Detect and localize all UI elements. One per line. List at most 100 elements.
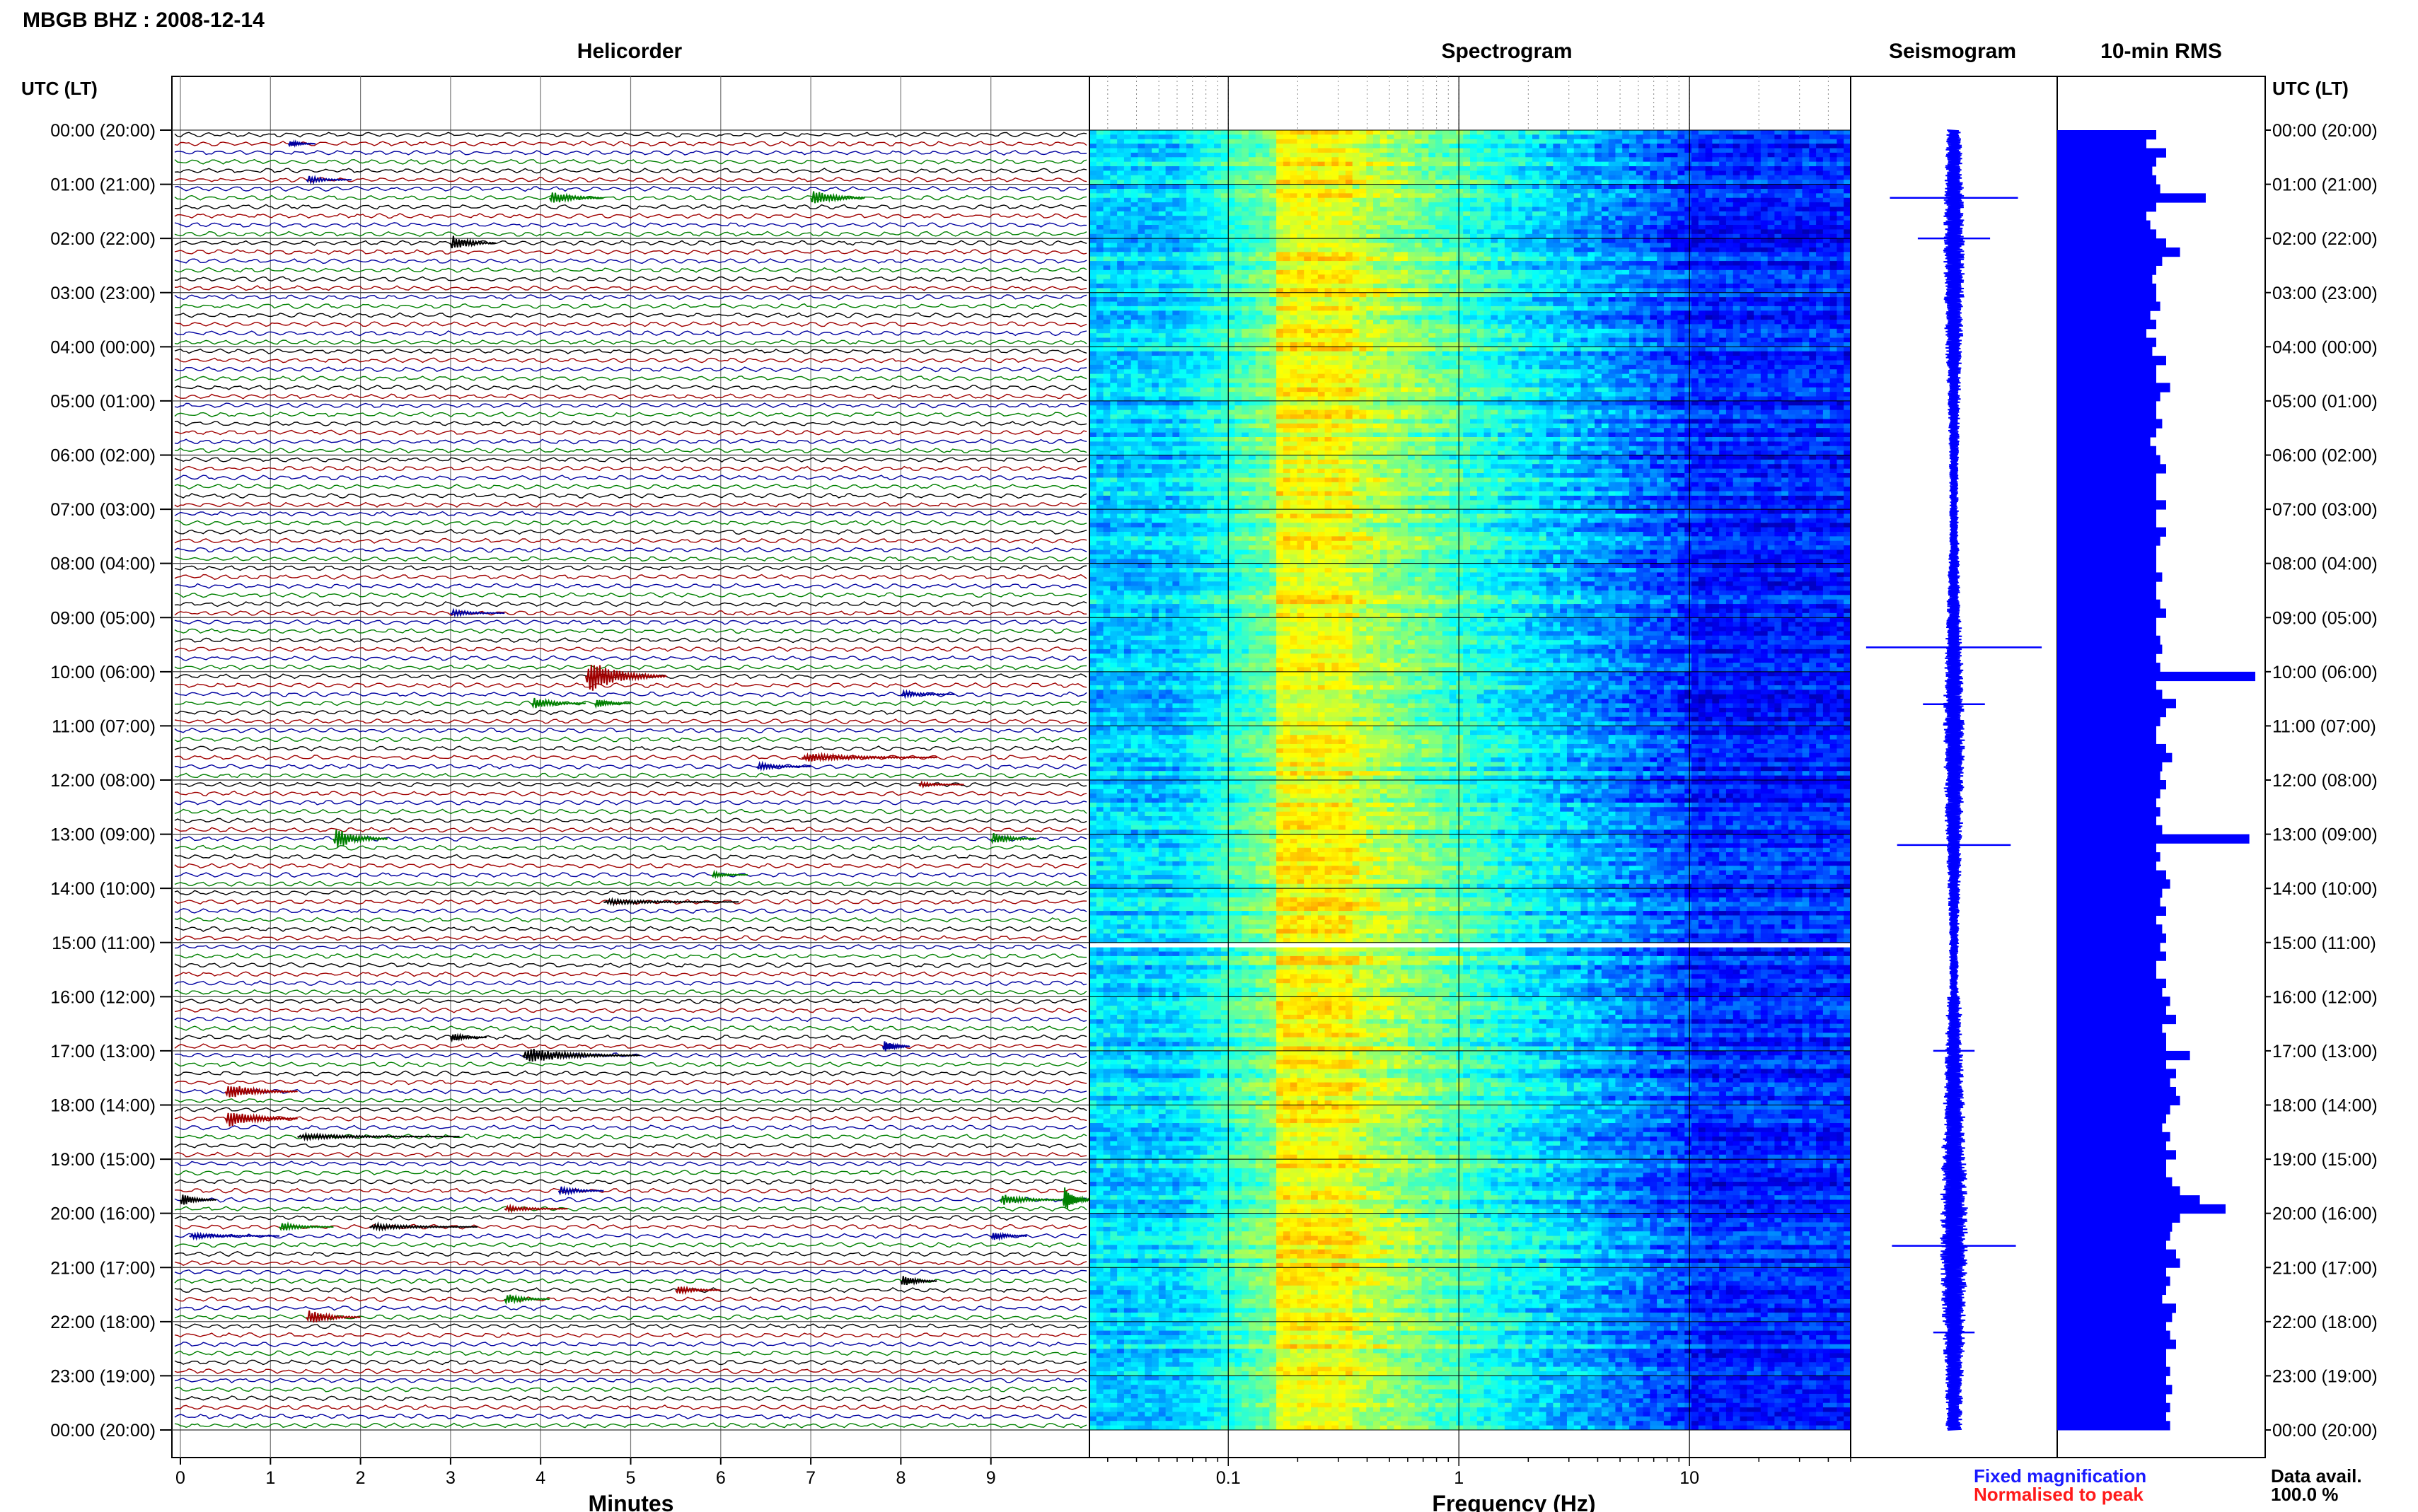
spectrogram-cell [1788, 157, 1795, 162]
spectrogram-cell [1595, 162, 1602, 167]
spectrogram-cell [1768, 144, 1775, 149]
spectrogram-cell [1234, 175, 1242, 180]
spectrogram-cell [1435, 144, 1442, 149]
spectrogram-cell [1138, 149, 1145, 153]
spectrogram-cell [1256, 134, 1263, 139]
spectrogram-cell [1242, 130, 1249, 135]
hour-tick-label-left: 19:00 (15:00) [50, 1150, 156, 1170]
spectrogram-cell [1747, 153, 1754, 158]
spectrogram-cell [1422, 130, 1429, 135]
spectrogram-cell [1214, 162, 1221, 167]
spectrogram-cell [1609, 153, 1616, 158]
spectrogram-cell [1325, 153, 1332, 158]
spectrogram-cell [1442, 153, 1450, 158]
spectrogram-cell [1463, 157, 1470, 162]
spectrogram-cell [1505, 166, 1512, 171]
spectrogram-cell [1532, 153, 1539, 158]
spectrogram-cell [1110, 144, 1117, 149]
spectrogram-cell [1803, 166, 1810, 171]
spectrogram-cell [1691, 157, 1699, 162]
spectrogram-cell [1172, 162, 1179, 167]
spectrogram-cell [1629, 144, 1636, 149]
spectrogram-cell [1560, 130, 1567, 135]
hour-tick-label-left: 02:00 (22:00) [50, 229, 156, 249]
spectrogram-cell [1491, 157, 1498, 162]
spectrogram-cell [1104, 175, 1111, 180]
spectrogram-cell [1581, 157, 1588, 162]
spectrogram-cell [1636, 130, 1643, 135]
spectrogram-cell [1207, 162, 1214, 167]
spectrogram-cell [1380, 166, 1387, 171]
spectrogram-cell [1622, 157, 1629, 162]
spectrogram-cell [1643, 153, 1650, 158]
spectrogram-cell [1677, 153, 1684, 158]
spectrogram-cell [1747, 139, 1754, 144]
spectrogram-cell [1186, 149, 1193, 153]
spectrogram-cell [1408, 134, 1415, 139]
spectrogram-cell [1179, 170, 1186, 175]
spectrogram-cell [1366, 139, 1373, 144]
spectrogram-cell [1830, 166, 1837, 171]
spectrogram-cell [1214, 170, 1221, 175]
spectrogram-cell [1671, 134, 1678, 139]
spectrogram-cell [1733, 130, 1740, 135]
spectrogram-cell [1803, 162, 1810, 167]
spectrogram-cell [1297, 166, 1304, 171]
spectrogram-cell [1463, 134, 1470, 139]
spectrogram-cell [1602, 170, 1609, 175]
spectrogram-cell [1221, 170, 1228, 175]
spectrogram-cell [1774, 153, 1781, 158]
spectrogram-cell [1525, 130, 1532, 135]
minute-tick-label: 3 [446, 1468, 456, 1488]
spectrogram-cell [1761, 144, 1768, 149]
spectrogram-cell [1394, 170, 1401, 175]
spectrogram-cell [1145, 162, 1152, 167]
spectrogram-cell [1823, 170, 1830, 175]
seismogram-title: Seismogram [1889, 40, 2016, 63]
spectrogram-cell [1553, 139, 1560, 144]
hour-tick-label-left: 20:00 (16:00) [50, 1204, 156, 1224]
spectrogram-cell [1636, 149, 1643, 153]
spectrogram-cell [1525, 162, 1532, 167]
spectrogram-cell [1145, 157, 1152, 162]
spectrogram-cell [1124, 144, 1131, 149]
spectrogram-cell [1774, 134, 1781, 139]
spectrogram-cell [1131, 153, 1138, 158]
spectrogram-cell [1179, 149, 1186, 153]
spectrogram-cell [1415, 157, 1422, 162]
spectrogram-cell [1657, 144, 1664, 149]
spectrogram-cell [1609, 130, 1616, 135]
spectrogram-cell [1525, 170, 1532, 175]
spectrogram-cell [1221, 149, 1228, 153]
spectrogram-cell [1353, 153, 1360, 158]
spectrogram-cell [1836, 166, 1844, 171]
spectrogram-cell [1290, 130, 1297, 135]
spectrogram-cell [1781, 130, 1788, 135]
spectrogram-cell [1719, 153, 1726, 158]
spectrogram-cell [1622, 139, 1629, 144]
spectrogram-cell [1110, 175, 1117, 180]
spectrogram-cell [1587, 130, 1595, 135]
hour-tick-label-left: 01:00 (21:00) [50, 175, 156, 195]
spectrogram-cell [1505, 170, 1512, 175]
spectrogram-cell [1346, 170, 1353, 175]
spectrogram-cell [1159, 130, 1166, 135]
spectrogram-cell [1532, 134, 1539, 139]
spectrogram-cell [1415, 144, 1422, 149]
spectrogram-cell [1435, 134, 1442, 139]
spectrogram-cell [1671, 157, 1678, 162]
spectrogram-cell [1539, 139, 1546, 144]
spectrogram-cell [1442, 157, 1450, 162]
spectrogram-cell [1269, 166, 1276, 171]
spectrogram-cell [1512, 149, 1519, 153]
spectrogram-cell [1491, 166, 1498, 171]
spectrogram-cell [1359, 170, 1366, 175]
spectrogram-cell [1166, 139, 1173, 144]
spectrogram-cell [1089, 170, 1097, 175]
spectrogram-cell [1193, 153, 1201, 158]
spectrogram-cell [1387, 139, 1394, 144]
spectrogram-cell [1394, 139, 1401, 144]
spectrogram-cell [1609, 134, 1616, 139]
spectrogram-cell [1740, 153, 1747, 158]
spectrogram-cell [1774, 162, 1781, 167]
